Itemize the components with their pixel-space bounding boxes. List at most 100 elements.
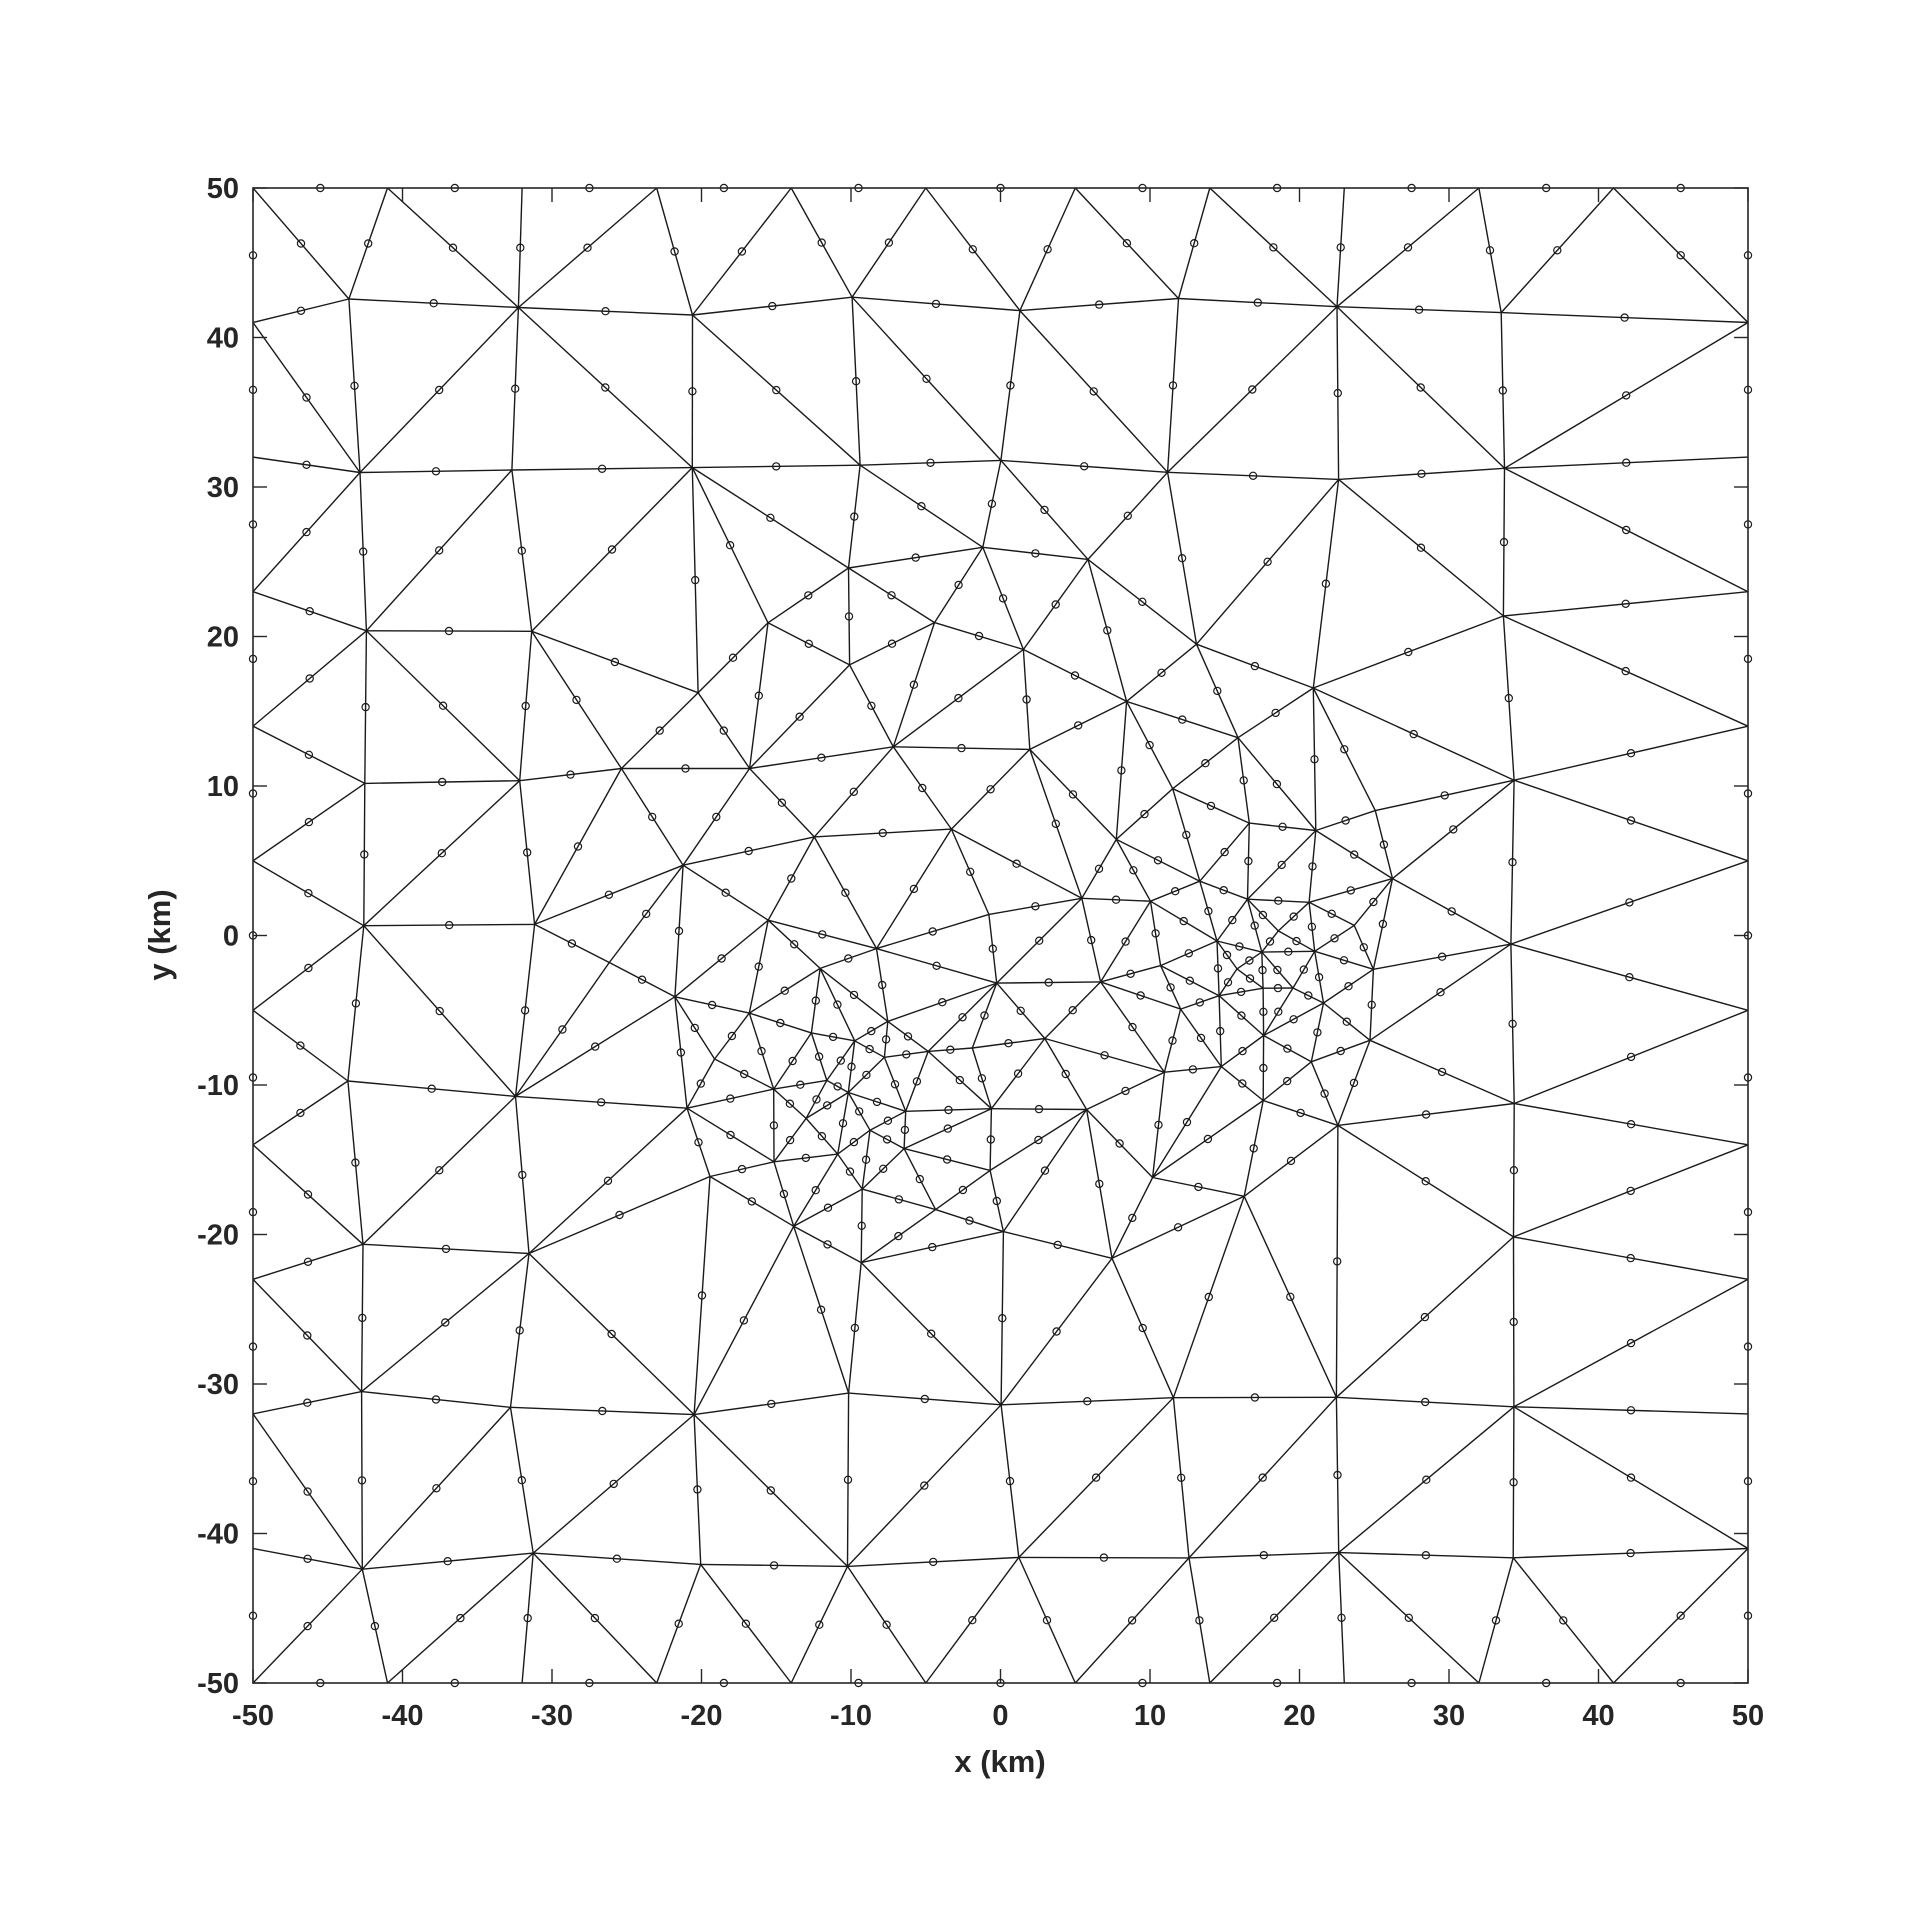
mesh-edge bbox=[1338, 467, 1505, 481]
midside-node bbox=[1258, 1473, 1267, 1482]
mesh-edge bbox=[364, 780, 520, 785]
midside-node bbox=[438, 777, 447, 787]
mesh-edge bbox=[1111, 1177, 1154, 1259]
mesh-edge bbox=[517, 187, 523, 308]
mesh-edge bbox=[1336, 1396, 1514, 1408]
mesh-edge bbox=[847, 1056, 885, 1094]
midside-node bbox=[754, 691, 764, 700]
midside-node bbox=[1409, 729, 1418, 739]
midside-node bbox=[833, 1082, 842, 1091]
mesh-edge bbox=[1262, 988, 1265, 1036]
midside-node bbox=[607, 1329, 616, 1339]
midside-node bbox=[516, 243, 525, 252]
mesh-edge bbox=[362, 1095, 516, 1245]
midside-node bbox=[726, 1130, 735, 1140]
mesh-edge bbox=[928, 1047, 973, 1053]
midside-node bbox=[296, 1041, 305, 1050]
mesh-edge bbox=[1218, 995, 1222, 1067]
y-tick-label: -30 bbox=[197, 1369, 239, 1401]
mesh-edge bbox=[709, 1175, 795, 1227]
mesh-edge bbox=[847, 465, 861, 569]
y-tick-label: 40 bbox=[207, 323, 239, 355]
mesh-edge bbox=[1262, 1099, 1339, 1127]
midside-node bbox=[1369, 897, 1378, 907]
midside-node bbox=[435, 546, 444, 555]
mesh-edge bbox=[1323, 968, 1374, 1004]
mesh-edge bbox=[851, 187, 927, 298]
mesh-edge bbox=[682, 768, 751, 866]
midside-node bbox=[915, 1174, 925, 1184]
midside-node bbox=[1278, 822, 1287, 832]
midside-node bbox=[717, 954, 726, 963]
mesh-edge bbox=[510, 1406, 695, 1416]
mesh-edge bbox=[883, 1021, 889, 1058]
mesh-edge bbox=[749, 746, 894, 770]
midside-node bbox=[1286, 1156, 1296, 1166]
midside-node bbox=[766, 1486, 776, 1495]
midside-node bbox=[926, 458, 935, 467]
midside-node bbox=[1005, 1476, 1015, 1486]
midside-node bbox=[1122, 238, 1132, 248]
mesh-edge bbox=[748, 1012, 775, 1090]
midside-node bbox=[900, 1125, 910, 1135]
mesh-edge bbox=[1504, 467, 1749, 593]
mesh-edge bbox=[1100, 981, 1181, 1010]
midside-node bbox=[615, 1210, 624, 1220]
midside-node bbox=[304, 963, 313, 973]
mesh-edge bbox=[691, 467, 849, 569]
midside-node bbox=[573, 842, 583, 851]
midside-node bbox=[688, 387, 697, 396]
midside-node bbox=[1271, 708, 1280, 718]
midside-node bbox=[558, 1025, 567, 1034]
mesh-edge bbox=[1218, 987, 1264, 997]
mesh-edge bbox=[1029, 749, 1083, 899]
midside-node bbox=[769, 1561, 779, 1570]
midside-node bbox=[928, 927, 937, 936]
midside-node bbox=[597, 1098, 606, 1107]
mesh-edge bbox=[892, 648, 1024, 748]
midside-node bbox=[670, 247, 679, 256]
midside-node bbox=[932, 961, 941, 971]
mesh-edge bbox=[363, 780, 521, 927]
midside-node bbox=[1447, 907, 1456, 916]
midside-node bbox=[769, 1121, 779, 1130]
mesh-edge bbox=[773, 1032, 812, 1090]
midside-node bbox=[1031, 902, 1040, 911]
mesh-edge bbox=[656, 187, 694, 316]
mesh-edge bbox=[252, 1009, 349, 1082]
mesh-edge bbox=[814, 828, 952, 838]
mesh-edge bbox=[1500, 312, 1506, 469]
x-tick-label: 30 bbox=[1433, 1700, 1465, 1732]
midside-node bbox=[1491, 1616, 1501, 1625]
mesh-edge bbox=[691, 467, 699, 693]
mesh-edge bbox=[514, 962, 610, 1097]
midside-node bbox=[1341, 816, 1350, 825]
mesh-edge bbox=[768, 919, 877, 950]
midside-node bbox=[1235, 942, 1244, 951]
midside-node bbox=[785, 1099, 795, 1108]
midside-node bbox=[1379, 840, 1389, 849]
mesh-edge bbox=[363, 925, 517, 1097]
midside-node bbox=[1061, 1069, 1070, 1079]
mesh-edge bbox=[1512, 1103, 1515, 1237]
mesh-edge bbox=[1513, 1406, 1749, 1415]
midside-node bbox=[1626, 1473, 1636, 1482]
mesh-edge bbox=[1029, 748, 1117, 840]
midside-node bbox=[855, 1107, 864, 1116]
midside-node bbox=[1004, 1038, 1013, 1048]
mesh-edge bbox=[1336, 306, 1340, 480]
mesh-edge bbox=[927, 982, 998, 1052]
mesh-edge bbox=[848, 1392, 1002, 1406]
mesh-edge bbox=[620, 692, 699, 769]
midside-node bbox=[1237, 1011, 1246, 1020]
mesh-edge bbox=[348, 298, 519, 309]
midside-node bbox=[1626, 1052, 1636, 1062]
midside-node bbox=[642, 909, 651, 919]
mesh-edge bbox=[773, 1161, 795, 1227]
midside-node bbox=[726, 1094, 735, 1103]
midside-node bbox=[1083, 1396, 1092, 1406]
midside-node bbox=[610, 657, 620, 667]
mesh-edge bbox=[519, 780, 536, 925]
midside-node bbox=[441, 1318, 450, 1327]
midside-node bbox=[304, 817, 314, 827]
